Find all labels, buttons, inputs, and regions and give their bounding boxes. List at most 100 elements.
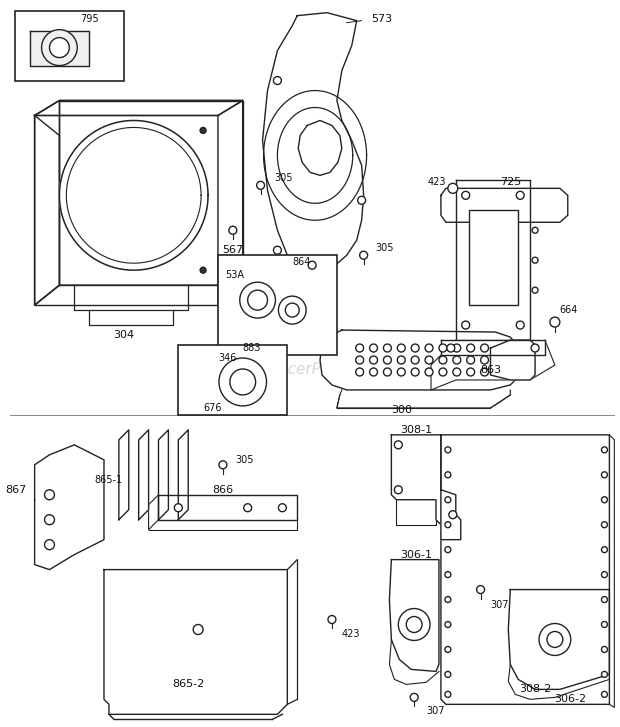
Polygon shape	[441, 435, 609, 704]
Circle shape	[219, 358, 267, 406]
Circle shape	[278, 296, 306, 324]
Circle shape	[200, 127, 206, 134]
Circle shape	[445, 571, 451, 577]
Circle shape	[411, 356, 419, 364]
Text: 306-1: 306-1	[400, 550, 432, 560]
Circle shape	[383, 368, 391, 376]
Circle shape	[278, 504, 286, 512]
Polygon shape	[490, 340, 535, 380]
Polygon shape	[35, 445, 104, 570]
Circle shape	[397, 356, 405, 364]
Circle shape	[445, 547, 451, 553]
Text: 306-2: 306-2	[554, 694, 586, 704]
Text: 866: 866	[212, 485, 234, 495]
Polygon shape	[441, 490, 461, 539]
Polygon shape	[320, 330, 522, 390]
Polygon shape	[262, 12, 364, 270]
Bar	[179, 345, 287, 415]
Text: 867: 867	[6, 485, 27, 495]
Circle shape	[467, 356, 475, 364]
Circle shape	[445, 646, 451, 652]
Circle shape	[439, 344, 447, 352]
Circle shape	[601, 522, 608, 528]
Circle shape	[453, 344, 461, 352]
Circle shape	[477, 585, 485, 593]
Polygon shape	[119, 430, 129, 520]
Circle shape	[480, 344, 489, 352]
Circle shape	[45, 515, 55, 525]
Bar	[15, 11, 124, 81]
Polygon shape	[139, 430, 149, 520]
Circle shape	[445, 472, 451, 478]
Circle shape	[360, 252, 368, 260]
Circle shape	[601, 597, 608, 603]
Text: 676: 676	[203, 403, 221, 413]
Circle shape	[358, 196, 366, 204]
Polygon shape	[35, 100, 243, 116]
Circle shape	[410, 694, 418, 702]
Text: 423: 423	[342, 630, 360, 640]
Text: 865-1: 865-1	[94, 475, 122, 485]
Text: 53A: 53A	[225, 270, 244, 280]
Circle shape	[601, 547, 608, 553]
Circle shape	[356, 356, 364, 364]
Circle shape	[601, 497, 608, 503]
Text: 664: 664	[560, 305, 578, 315]
Circle shape	[45, 539, 55, 550]
Polygon shape	[60, 121, 208, 270]
Circle shape	[42, 30, 78, 65]
Circle shape	[467, 344, 475, 352]
Circle shape	[601, 447, 608, 453]
Text: 308-1: 308-1	[400, 425, 432, 435]
Polygon shape	[389, 560, 439, 672]
Circle shape	[532, 287, 538, 293]
Circle shape	[532, 257, 538, 263]
Circle shape	[50, 38, 69, 57]
Circle shape	[394, 486, 402, 494]
Circle shape	[425, 368, 433, 376]
Polygon shape	[298, 121, 342, 175]
Polygon shape	[441, 340, 545, 355]
Bar	[218, 255, 337, 355]
Text: 300: 300	[391, 405, 412, 415]
Text: 308-2: 308-2	[519, 684, 551, 694]
Circle shape	[370, 368, 378, 376]
Circle shape	[406, 616, 422, 632]
Text: 307: 307	[490, 600, 509, 609]
Circle shape	[539, 624, 571, 656]
Circle shape	[516, 321, 524, 329]
Text: 795: 795	[81, 14, 99, 24]
Circle shape	[229, 226, 237, 234]
Circle shape	[425, 356, 433, 364]
Circle shape	[383, 356, 391, 364]
Text: 567: 567	[222, 245, 244, 255]
Text: 864: 864	[292, 257, 311, 268]
Text: 883: 883	[243, 343, 261, 353]
Circle shape	[445, 497, 451, 503]
Circle shape	[601, 672, 608, 678]
Circle shape	[601, 691, 608, 697]
Circle shape	[411, 368, 419, 376]
Polygon shape	[456, 180, 530, 340]
Text: 865-2: 865-2	[172, 680, 205, 689]
Circle shape	[453, 356, 461, 364]
Circle shape	[45, 490, 55, 499]
Polygon shape	[35, 116, 60, 305]
Polygon shape	[159, 430, 169, 520]
Circle shape	[230, 369, 255, 395]
Circle shape	[601, 622, 608, 627]
Circle shape	[445, 597, 451, 603]
Circle shape	[383, 344, 391, 352]
Circle shape	[240, 282, 275, 318]
Circle shape	[550, 317, 560, 327]
Circle shape	[445, 691, 451, 697]
Circle shape	[445, 522, 451, 528]
Circle shape	[247, 290, 267, 310]
Circle shape	[219, 461, 227, 469]
Text: 863: 863	[480, 365, 501, 375]
Circle shape	[445, 672, 451, 678]
Circle shape	[447, 344, 455, 352]
Circle shape	[257, 181, 265, 189]
Circle shape	[445, 622, 451, 627]
Circle shape	[200, 268, 206, 273]
